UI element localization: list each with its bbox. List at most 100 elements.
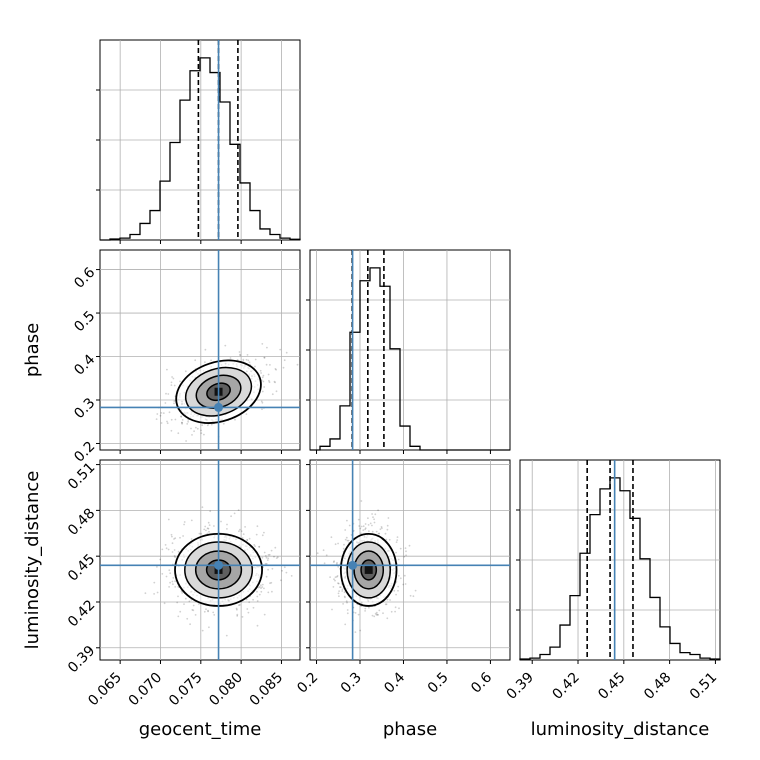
scatter-point xyxy=(226,528,228,530)
scatter-point xyxy=(271,567,274,570)
contour-line xyxy=(206,382,231,402)
scatter-point xyxy=(296,363,299,366)
scatter-point xyxy=(266,346,268,349)
scatter-point xyxy=(385,603,388,606)
scatter-point xyxy=(399,577,402,580)
x-axis-label-geocent-time: geocent_time xyxy=(139,719,262,740)
scatter-point xyxy=(225,634,228,637)
x-tick-label-phase: 0.6 xyxy=(468,669,495,696)
scatter-point xyxy=(338,595,340,598)
scatter-point xyxy=(170,429,173,432)
scatter-point xyxy=(265,575,268,578)
scatter-point xyxy=(242,360,245,362)
scatter-point xyxy=(247,611,250,614)
scatter-point xyxy=(236,613,239,616)
scatter-point xyxy=(153,581,156,584)
scatter-point xyxy=(371,524,373,527)
scatter-point xyxy=(261,556,264,559)
scatter-point xyxy=(371,530,374,533)
scatter-point xyxy=(204,525,207,528)
scatter-point xyxy=(254,365,256,368)
scatter-point xyxy=(263,386,266,388)
density-peak xyxy=(364,565,373,574)
contour-line xyxy=(339,532,398,607)
scatter-point xyxy=(332,561,335,563)
scatter-point xyxy=(332,586,335,588)
scatter-point xyxy=(212,611,215,614)
scatter-point xyxy=(153,593,156,595)
scatter-point xyxy=(165,547,168,550)
scatter-point xyxy=(368,530,370,533)
scatter-point xyxy=(275,557,278,559)
scatter-point xyxy=(263,551,266,554)
scatter-point xyxy=(346,609,349,611)
scatter-point xyxy=(261,376,264,379)
scatter-point xyxy=(245,598,248,601)
scatter-point xyxy=(273,555,275,558)
scatter-point xyxy=(161,548,164,551)
scatter-point xyxy=(194,614,197,616)
scatter-point xyxy=(205,608,207,611)
scatter-point xyxy=(160,412,163,414)
scatter-point xyxy=(244,526,247,528)
scatter-point xyxy=(378,609,381,612)
scatter-point xyxy=(166,368,168,371)
scatter-point xyxy=(174,418,177,421)
scatter-point xyxy=(268,381,271,384)
scatter-point xyxy=(181,422,184,425)
scatter-point xyxy=(368,606,370,609)
scatter-point xyxy=(177,595,179,598)
scatter-point xyxy=(404,547,407,550)
scatter-point xyxy=(245,413,248,415)
scatter-point xyxy=(181,419,184,421)
scatter-point xyxy=(342,547,345,550)
scatter-point xyxy=(179,380,181,383)
scatter-point xyxy=(213,614,216,616)
scatter-point xyxy=(409,594,412,597)
scatter-point xyxy=(290,575,293,577)
scatter-point xyxy=(207,521,210,524)
scatter-point xyxy=(364,528,366,531)
scatter-point xyxy=(374,612,377,615)
scatter-point xyxy=(394,610,396,613)
scatter-point xyxy=(254,545,256,548)
scatter-point xyxy=(201,506,204,509)
scatter-point xyxy=(201,629,204,632)
scatter-point xyxy=(194,359,197,362)
x-tick-label-phase: 0.5 xyxy=(425,670,452,697)
y-tick-label-phase: 0.4 xyxy=(71,352,98,379)
scatter-point xyxy=(210,359,213,362)
scatter-point xyxy=(263,613,266,616)
scatter-point xyxy=(173,555,176,557)
scatter-point xyxy=(271,590,273,593)
scatter-point xyxy=(397,589,399,592)
scatter-point xyxy=(268,379,270,382)
scatter-point xyxy=(191,609,194,611)
scatter-point xyxy=(283,359,286,362)
scatter-point xyxy=(256,590,258,593)
scatter-point xyxy=(207,610,210,613)
scatter-point xyxy=(168,586,171,588)
scatter-point xyxy=(197,603,200,605)
x-tick-label-phase: 0.2 xyxy=(294,670,321,697)
scatter-point xyxy=(165,392,167,395)
scatter-point xyxy=(345,600,348,602)
x-tick-label-geocent_time: 0.070 xyxy=(126,670,166,710)
scatter-point xyxy=(342,603,344,605)
scatter-point xyxy=(344,596,346,599)
panel-distance-vs-geocent-time xyxy=(99,459,301,661)
scatter-point xyxy=(156,566,158,568)
scatter-point xyxy=(256,600,259,602)
scatter-point xyxy=(239,353,241,356)
scatter-point xyxy=(258,546,261,548)
scatter-point xyxy=(179,536,181,539)
scatter-point xyxy=(389,599,391,601)
scatter-point xyxy=(283,566,286,569)
scatter-point xyxy=(256,525,259,528)
scatter-point xyxy=(190,427,192,430)
scatter-point xyxy=(188,600,191,603)
contour-line xyxy=(175,359,262,424)
scatter-point xyxy=(171,376,174,378)
scatter-point xyxy=(367,517,369,520)
scatter-point xyxy=(173,384,176,387)
